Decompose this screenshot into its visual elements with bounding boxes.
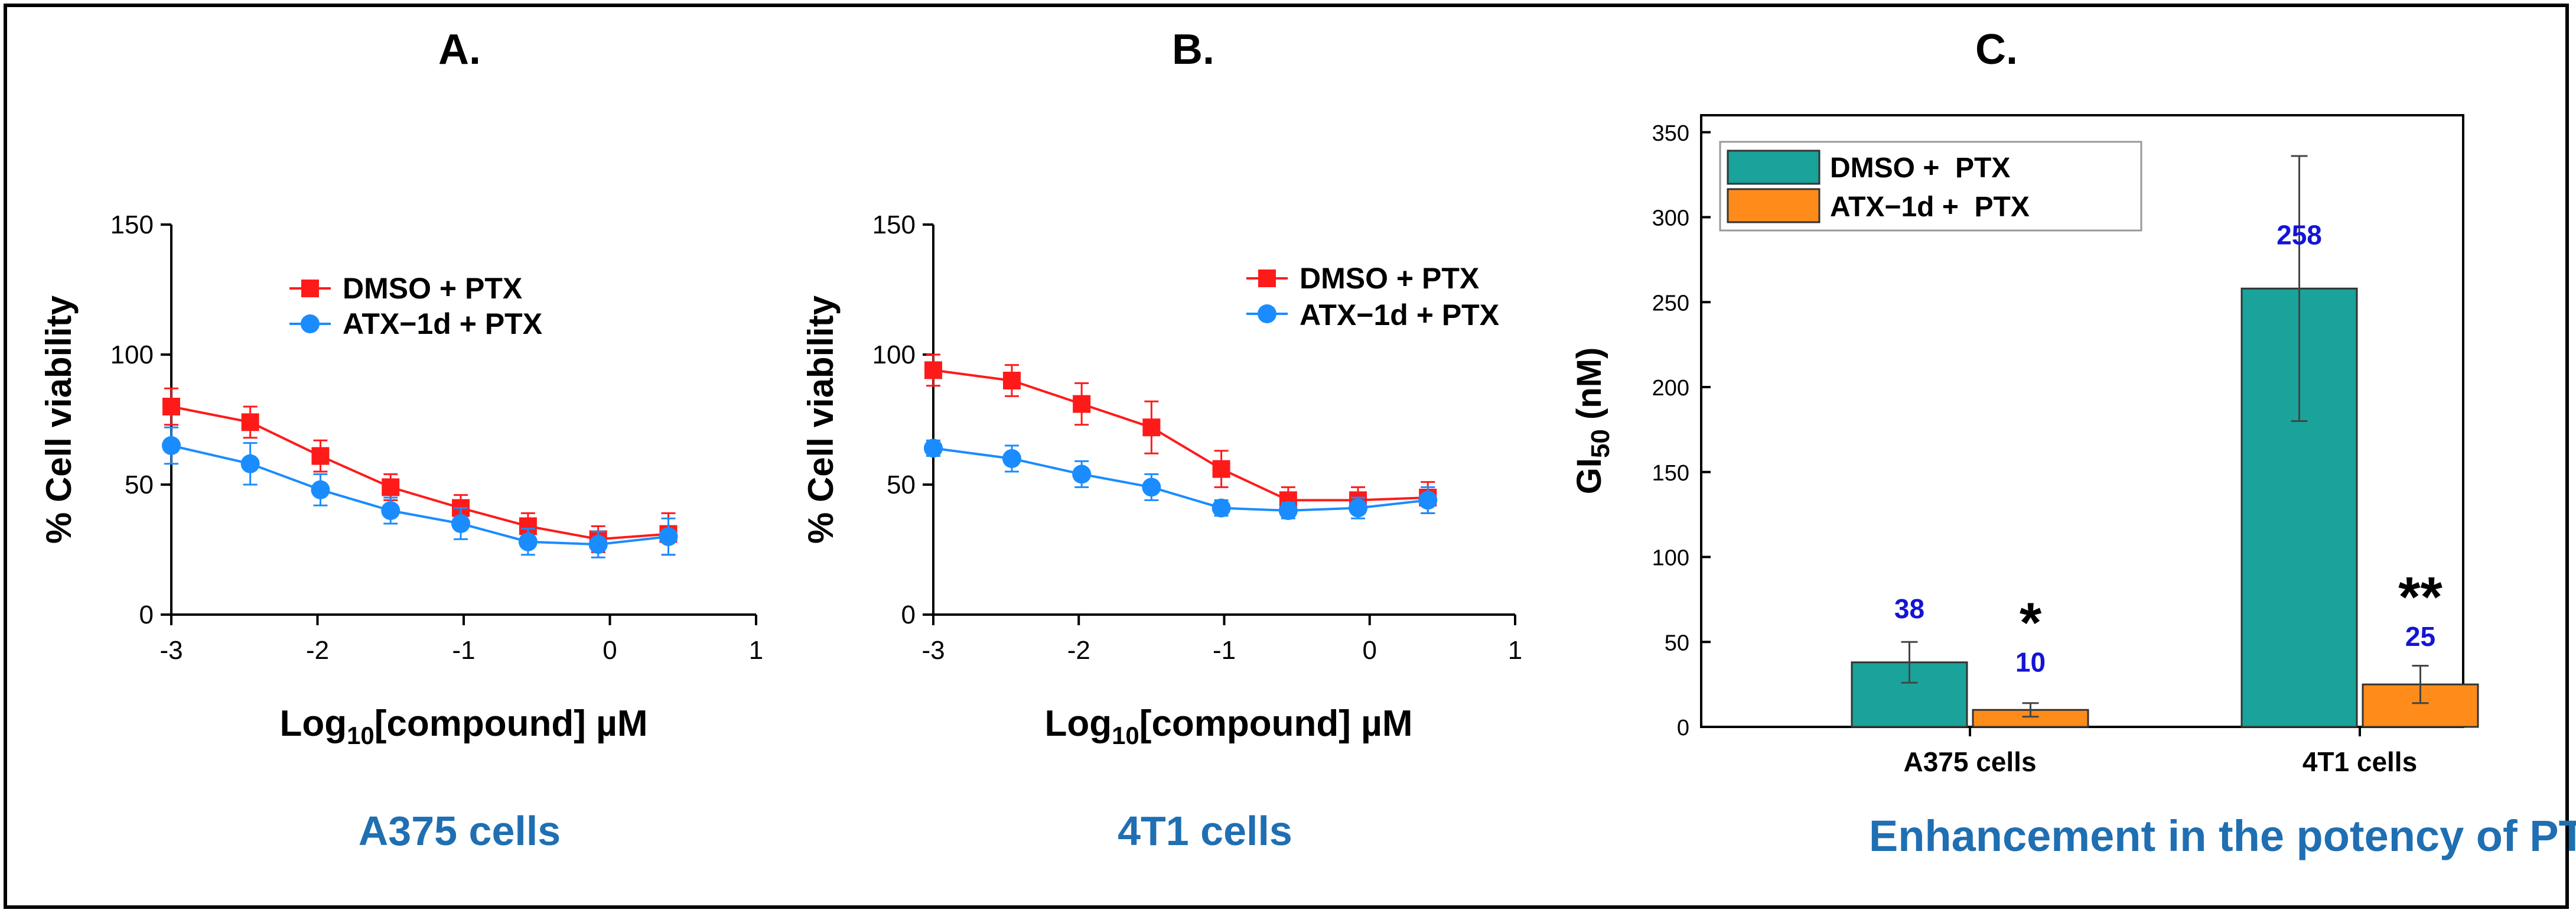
panel-b-x-tick-label: -1 [1213,636,1236,665]
panel-b-y-tick-label: 50 [887,470,916,499]
panel-c-y-tick-label: 50 [1665,631,1689,655]
panel-a-series-1-point [451,514,471,533]
panel-a-axes: % Cell viability Log10[compound] µM DMSO… [39,210,763,749]
panel-a-label: A. [438,26,481,73]
panel-c-value-label: 258 [2277,219,2322,250]
panel-c-y-tick-label: 350 [1652,121,1689,146]
panel-a-legend-marker-0 [301,280,319,297]
panel-b-series-0-point [1073,395,1091,413]
panel-c-y-title: GI50 (nM) [1570,347,1615,495]
panel-b-series-1-point [1349,498,1368,518]
panel-a-y-title: % Cell viability [39,295,79,544]
panel-a-legend-marker-1 [301,314,320,333]
panel-a-series-0-point [311,447,330,465]
panel-a-x-tick-label: -1 [452,636,475,665]
panel-b-series-1-point [1418,491,1438,510]
panel-a-y-tick-label: 50 [125,470,154,499]
panel-b-series-1-point [1278,501,1298,520]
panel-a-series-1-point [381,501,400,520]
panel-c-caption: Enhancement in the potency of PTX [1869,811,2576,860]
panel-a-series-1-point [311,480,330,499]
panel-a-series-1-point [240,454,260,473]
panel-c-value-label: 10 [2015,647,2046,677]
panel-a-series-1-point [588,535,608,554]
panel-b-x-title: Log10[compound] µM [1044,703,1412,749]
panel-c-category-label: A375 cells [1903,746,2036,777]
panel-b: B. % Cell viability Log10[compound] µM D… [801,26,1522,854]
panel-a-x-title: Log10[compound] µM [279,703,647,749]
panel-c-y-tick-label: 300 [1652,206,1689,231]
panel-b-series-1-point [1212,498,1231,518]
panel-a-series-1-line [171,444,669,546]
panel-b-legend-atx: ATX−1d + PTX [1300,298,1499,332]
panel-a: A. % Cell viability Log10[compound] µM D… [39,26,763,854]
panel-b-series-1-point [1142,478,1161,497]
panel-b-x-tick-label: -3 [921,636,945,665]
panel-b-series-0-line [933,369,1428,502]
panel-b-series-0-point [924,361,942,379]
panel-b-series-0-point [1002,372,1021,389]
panel-c-significance-marker: * [2020,591,2042,654]
panel-a-series-0-point [241,413,259,431]
panel-b-caption: 4T1 cells [1118,808,1292,854]
panel-b-y-tick-label: 100 [872,340,916,369]
panel-c-value-label: 38 [1894,593,1924,624]
panel-b-y-tick-label: 0 [901,600,916,629]
panel-a-series-0-line [171,405,669,541]
panel-c-y-tick-label: 0 [1677,716,1689,740]
panel-c-legend-dmso: DMSO + PTX [1830,152,2010,184]
panel-c-y-tick-label: 200 [1652,376,1689,401]
panel-a-x-tick-label: -3 [159,636,183,665]
panel-a-caption: A375 cells [359,808,561,854]
panel-c-y-tick-label: 150 [1652,461,1689,486]
panel-a-x-tick-label: -2 [306,636,329,665]
panel-a-x-tick-label: 0 [603,636,617,665]
panel-c: C. GI50 (nM) 0 50 100 150 200 250 300 350 A375 c… [1570,26,2576,860]
panel-b-legend-marker-0 [1258,269,1276,287]
panel-c-legend-swatch-dmso [1727,150,1821,185]
panel-a-legend-atx: ATX−1d + PTX [343,307,542,340]
panel-a-series-1-point [518,532,538,551]
panel-a-x-tick-label: 1 [749,636,763,665]
panel-c-legend-swatch-atx [1727,188,1821,223]
panel-c-significance-marker: ** [2398,566,2443,629]
panel-c-axes: 0 50 100 150 200 250 300 350 A375 cells 38 10* 4T1 … [1652,121,2479,777]
panel-b-x-tick-label: 1 [1508,636,1522,665]
panel-c-y-tick-label: 100 [1652,546,1689,571]
panel-b-series-1-point [1002,449,1021,468]
panel-a-y-tick-label: 100 [110,340,154,369]
panel-c-y-tick-label: 250 [1652,291,1689,316]
panel-b-legend-marker-1 [1258,304,1276,323]
panel-b-series-1-line [933,447,1428,512]
panel-a-legend-dmso: DMSO + PTX [343,272,522,305]
panel-a-y-tick-label: 0 [139,600,154,629]
figure-frame [4,4,2569,909]
panel-c-value-label: 25 [2405,621,2435,652]
panel-b-series-1-point [1072,465,1092,484]
panel-b-series-1-point [924,438,943,458]
panel-b-series-0-point [1142,418,1161,437]
panel-b-x-tick-label: 0 [1363,636,1377,665]
panel-a-series-0-point [162,398,180,415]
panel-a-series-0-point [382,478,400,496]
panel-a-y-tick-label: 150 [110,210,154,239]
panel-c-legend-atx: ATX−1d + PTX [1830,191,2030,223]
panel-a-series-1-point [659,527,678,546]
panel-b-y-title: % Cell viability [801,295,841,544]
panel-b-legend-dmso: DMSO + PTX [1300,262,1479,295]
panel-b-y-tick-label: 150 [872,210,916,239]
panel-c-label: C. [1975,26,2018,73]
panel-b-axes: % Cell viability Log10[compound] µM DMSO… [801,210,1522,749]
panel-c-category-label: 4T1 cells [2303,746,2417,777]
panel-b-x-tick-label: -2 [1067,636,1090,665]
panel-b-label: B. [1172,26,1214,73]
panel-b-series-0-point [1212,460,1230,478]
panel-a-series-1-point [162,436,181,455]
